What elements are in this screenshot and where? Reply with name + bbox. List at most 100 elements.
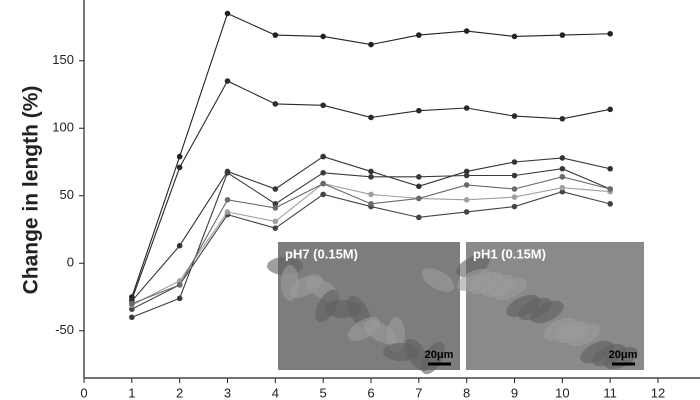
inset-image: pH1 (0.15M) 20μm [456, 240, 646, 372]
inset-texture [457, 268, 491, 292]
data-point [416, 107, 422, 114]
data-point [272, 101, 279, 107]
data-point [368, 191, 374, 198]
inset-texture [289, 274, 323, 298]
data-point [368, 41, 374, 48]
data-point [224, 209, 231, 215]
data-point [463, 105, 470, 111]
data-point [224, 78, 231, 84]
data-point [559, 32, 566, 38]
data-point [272, 225, 279, 231]
data-point [224, 170, 231, 176]
inset-label: pH1 (0.15M) [473, 246, 546, 261]
data-point [511, 172, 518, 179]
data-point [176, 295, 183, 302]
data-point [176, 242, 183, 249]
x-tick-label: 10 [555, 385, 569, 400]
x-tick-label: 7 [415, 385, 422, 400]
inset-texture [281, 265, 299, 301]
data-point [320, 191, 326, 198]
data-point [607, 106, 613, 113]
scale-bar-label: 20μm [425, 349, 454, 361]
data-point [511, 203, 518, 210]
inset-label: pH7 (0.15M) [285, 246, 358, 261]
data-point [272, 218, 279, 225]
inset-texture [315, 289, 339, 323]
data-point [607, 30, 613, 37]
data-point [559, 184, 566, 191]
x-tick-label: 3 [224, 385, 231, 400]
data-point [176, 164, 183, 171]
inset-texture [421, 268, 455, 292]
y-tick-label: 50 [60, 187, 74, 202]
data-point [607, 165, 613, 172]
data-point [176, 153, 183, 160]
data-point [559, 174, 566, 180]
x-tick-label: 6 [367, 385, 374, 400]
data-point [511, 113, 518, 119]
data-point [559, 155, 566, 161]
inset-texture [580, 340, 614, 364]
y-tick-label: 150 [52, 52, 74, 67]
data-point [320, 170, 326, 176]
data-point [607, 186, 613, 192]
x-tick-label: 9 [511, 385, 518, 400]
data-point [272, 205, 279, 211]
data-point [368, 201, 374, 207]
data-point [320, 153, 326, 160]
x-tick-label: 0 [80, 385, 87, 400]
data-point [463, 209, 470, 215]
data-point [511, 33, 518, 40]
inset-texture [347, 317, 381, 341]
inset-texture [383, 343, 419, 361]
data-point [416, 32, 422, 38]
data-point [511, 186, 518, 192]
data-point [368, 168, 374, 175]
data-point [463, 182, 470, 188]
data-point [511, 159, 518, 165]
x-tick-label: 11 [603, 385, 617, 400]
scale-bar-label: 20μm [609, 349, 638, 361]
data-point [463, 172, 470, 179]
data-point [320, 180, 326, 187]
x-tick-label: 2 [176, 385, 183, 400]
data-point [272, 32, 279, 38]
data-point [272, 186, 279, 192]
data-point [224, 10, 231, 17]
data-point [416, 174, 422, 180]
data-point [368, 114, 374, 121]
data-point [129, 314, 135, 321]
data-point [129, 300, 135, 307]
y-axis-label: Change in length (%) [20, 86, 43, 295]
x-tick-label: 5 [320, 385, 327, 400]
x-tick-label: 8 [463, 385, 470, 400]
data-point [559, 116, 566, 122]
data-point [176, 282, 183, 288]
data-point [559, 188, 566, 195]
inset-texture [543, 317, 577, 341]
data-point [463, 197, 470, 203]
x-tick-label: 4 [272, 385, 279, 400]
data-point [463, 168, 470, 175]
data-point [416, 214, 422, 221]
x-tick-label: 12 [651, 385, 665, 400]
data-point [511, 194, 518, 200]
data-point [559, 165, 566, 172]
data-point [463, 28, 470, 34]
data-point [416, 183, 422, 190]
data-point [416, 195, 422, 202]
y-tick-label: 0 [67, 255, 74, 270]
data-point [272, 201, 279, 207]
y-tick-label: -50 [55, 322, 74, 337]
data-point [320, 33, 326, 40]
inset-image: pH7 (0.15M) 20μm [267, 240, 462, 375]
data-point [224, 197, 231, 203]
y-tick-label: 100 [52, 120, 74, 135]
x-tick-label: 1 [128, 385, 135, 400]
inset-texture [506, 294, 540, 318]
data-point [368, 174, 374, 180]
data-point [607, 201, 613, 207]
data-point [320, 102, 326, 109]
data-point [129, 306, 135, 312]
